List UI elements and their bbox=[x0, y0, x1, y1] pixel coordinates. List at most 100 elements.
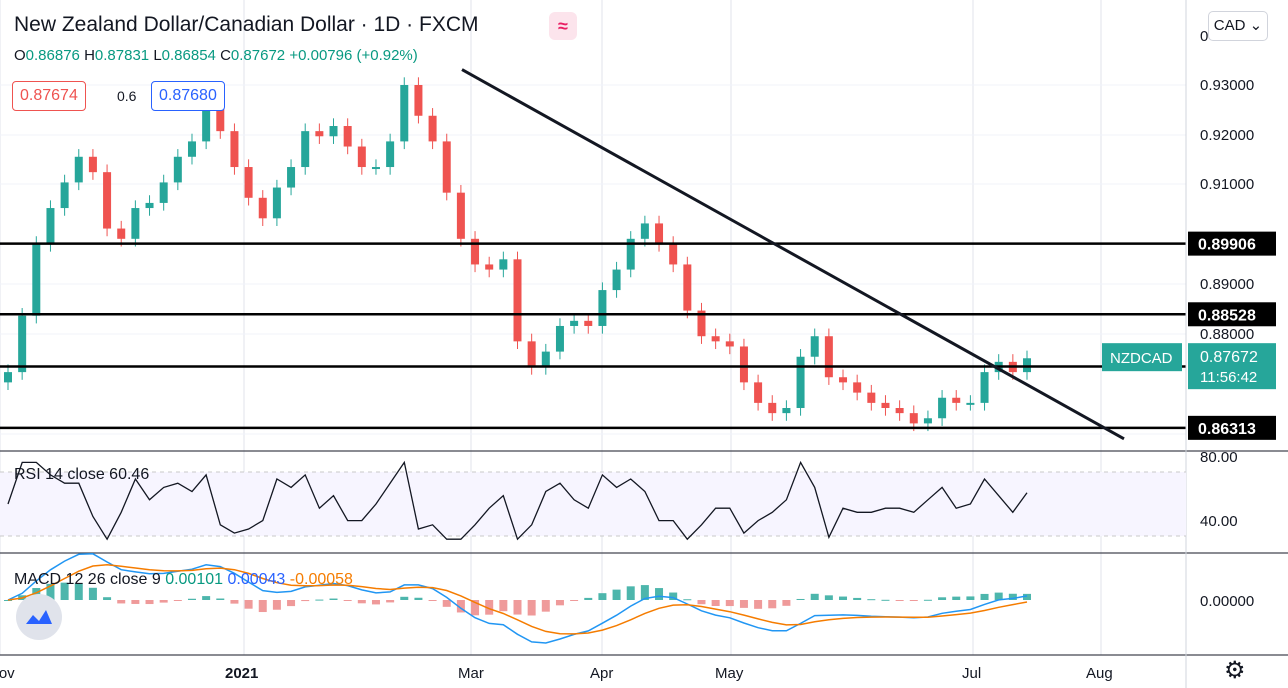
macd-histogram-bar bbox=[669, 592, 678, 600]
candle-down bbox=[853, 382, 862, 393]
macd-histogram-bar bbox=[867, 599, 876, 601]
macd-histogram-bar bbox=[159, 600, 168, 603]
tradingview-logo-icon[interactable] bbox=[16, 594, 62, 640]
time-tick-label: Aug bbox=[1086, 665, 1113, 682]
symbol-title: New Zealand Dollar/Canadian Dollar · 1D … bbox=[14, 13, 479, 36]
candle-up bbox=[18, 315, 27, 373]
macd-line-value: 0.00043 bbox=[227, 571, 286, 588]
candle-down bbox=[428, 115, 437, 142]
candle-up bbox=[32, 243, 41, 316]
candle-down bbox=[655, 223, 664, 244]
macd-histogram-bar bbox=[442, 600, 451, 607]
macd-histogram-bar bbox=[258, 600, 267, 613]
candle-up bbox=[541, 351, 550, 367]
candles bbox=[4, 77, 1031, 432]
candle-up bbox=[938, 397, 947, 419]
candle-down bbox=[824, 336, 833, 378]
candle-down bbox=[357, 146, 366, 168]
high-label: H bbox=[84, 47, 95, 64]
candle-down bbox=[485, 264, 494, 270]
macd-pane bbox=[4, 553, 1031, 644]
candle-up bbox=[570, 320, 579, 326]
macd-histogram-bar bbox=[202, 596, 211, 600]
candle-down bbox=[711, 336, 720, 342]
candle-up bbox=[796, 356, 805, 409]
close-label: C bbox=[220, 47, 231, 64]
candle-up bbox=[329, 126, 338, 137]
rsi-legend[interactable]: RSI 14 close 60.46 bbox=[14, 466, 149, 484]
macd-histogram-bar bbox=[938, 597, 947, 600]
candle-down bbox=[725, 341, 734, 347]
rsi-line bbox=[7, 460, 1028, 541]
buy-button[interactable]: 0.87680 bbox=[151, 81, 225, 111]
price-axis[interactable]: 0 0.93000 0.92000 0.91000 0.89000 0.88000 0.86… bbox=[1102, 28, 1276, 610]
candle-down bbox=[895, 408, 904, 414]
time-tick-label: May bbox=[715, 665, 744, 682]
candle-up bbox=[202, 105, 211, 142]
candle-down bbox=[739, 346, 748, 383]
macd-histogram-bar bbox=[754, 600, 763, 609]
trendline[interactable] bbox=[461, 68, 1125, 441]
candle-up bbox=[810, 336, 819, 357]
level-label-2: 0.88528 bbox=[1198, 307, 1256, 324]
macd-histogram-bar bbox=[485, 600, 494, 615]
macd-histogram-bar bbox=[796, 598, 805, 600]
macd-histogram-bar bbox=[640, 585, 649, 600]
candle-up bbox=[287, 167, 296, 188]
macd-histogram-bar bbox=[343, 600, 352, 601]
wave-icon[interactable]: ≈ bbox=[549, 12, 577, 40]
price-tick-label: 0.88000 bbox=[1200, 326, 1254, 343]
macd-histogram-bar bbox=[527, 600, 536, 616]
macd-histogram-bar bbox=[612, 589, 621, 600]
candle-down bbox=[754, 382, 763, 403]
candle-up bbox=[173, 156, 182, 183]
price-tick-label: 0.91000 bbox=[1200, 176, 1254, 193]
macd-histogram-bar bbox=[471, 600, 480, 616]
candle-down bbox=[315, 131, 324, 137]
macd-histogram-bar bbox=[103, 597, 112, 600]
macd-histogram-bar bbox=[173, 600, 182, 601]
candle-down bbox=[683, 264, 692, 311]
signal-line bbox=[7, 564, 1028, 635]
macd-legend[interactable]: MACD 12 26 close 9 0.00101 0.00043 -0.00… bbox=[14, 571, 353, 589]
level-label-4: 0.86313 bbox=[1198, 421, 1256, 438]
macd-histogram-bar bbox=[272, 600, 281, 610]
currency-button[interactable]: CAD ⌄ bbox=[1208, 11, 1268, 41]
gear-icon[interactable]: ⚙ bbox=[1224, 657, 1246, 684]
candle-down bbox=[456, 192, 465, 239]
candle-up bbox=[4, 372, 12, 383]
rsi-tick-label: 40.00 bbox=[1200, 513, 1238, 530]
candle-up bbox=[966, 402, 975, 405]
sell-button[interactable]: 0.87674 bbox=[12, 81, 86, 111]
macd-signal-value: -0.00058 bbox=[289, 571, 353, 588]
macd-histogram-bar bbox=[541, 600, 550, 612]
macd-histogram-bar bbox=[513, 600, 522, 615]
macd-histogram-bar bbox=[697, 600, 706, 605]
macd-histogram-bar bbox=[768, 600, 777, 609]
macd-histogram-bar bbox=[895, 600, 904, 601]
candle-up bbox=[555, 325, 564, 352]
candle-down bbox=[909, 413, 918, 424]
macd-histogram-bar bbox=[230, 600, 239, 604]
candle-down bbox=[952, 397, 961, 403]
candle-up bbox=[400, 85, 409, 142]
candle-down bbox=[258, 197, 267, 219]
macd-histogram-bar bbox=[782, 600, 791, 606]
macd-histogram-bar bbox=[46, 583, 55, 600]
macd-histogram-bar bbox=[187, 598, 196, 600]
candle-up bbox=[74, 156, 83, 183]
rsi-pane bbox=[0, 460, 1186, 541]
rsi-tick-label: 80.00 bbox=[1200, 449, 1238, 466]
macd-name: MACD 12 26 close 9 bbox=[14, 571, 161, 588]
price-tick-label: 0 bbox=[1200, 28, 1208, 45]
macd-histogram-bar bbox=[555, 600, 564, 606]
macd-histogram-bar bbox=[301, 600, 310, 602]
support-resistance-levels bbox=[0, 242, 1186, 430]
macd-histogram-bar bbox=[145, 600, 154, 605]
candle-up bbox=[371, 167, 380, 170]
candle-down bbox=[343, 126, 352, 147]
time-axis[interactable]: Nov 2021 Mar Apr May Jul Aug bbox=[0, 665, 1113, 682]
open-value: 0.86876 bbox=[25, 47, 80, 64]
price-tick-label: 0.92000 bbox=[1200, 127, 1254, 144]
